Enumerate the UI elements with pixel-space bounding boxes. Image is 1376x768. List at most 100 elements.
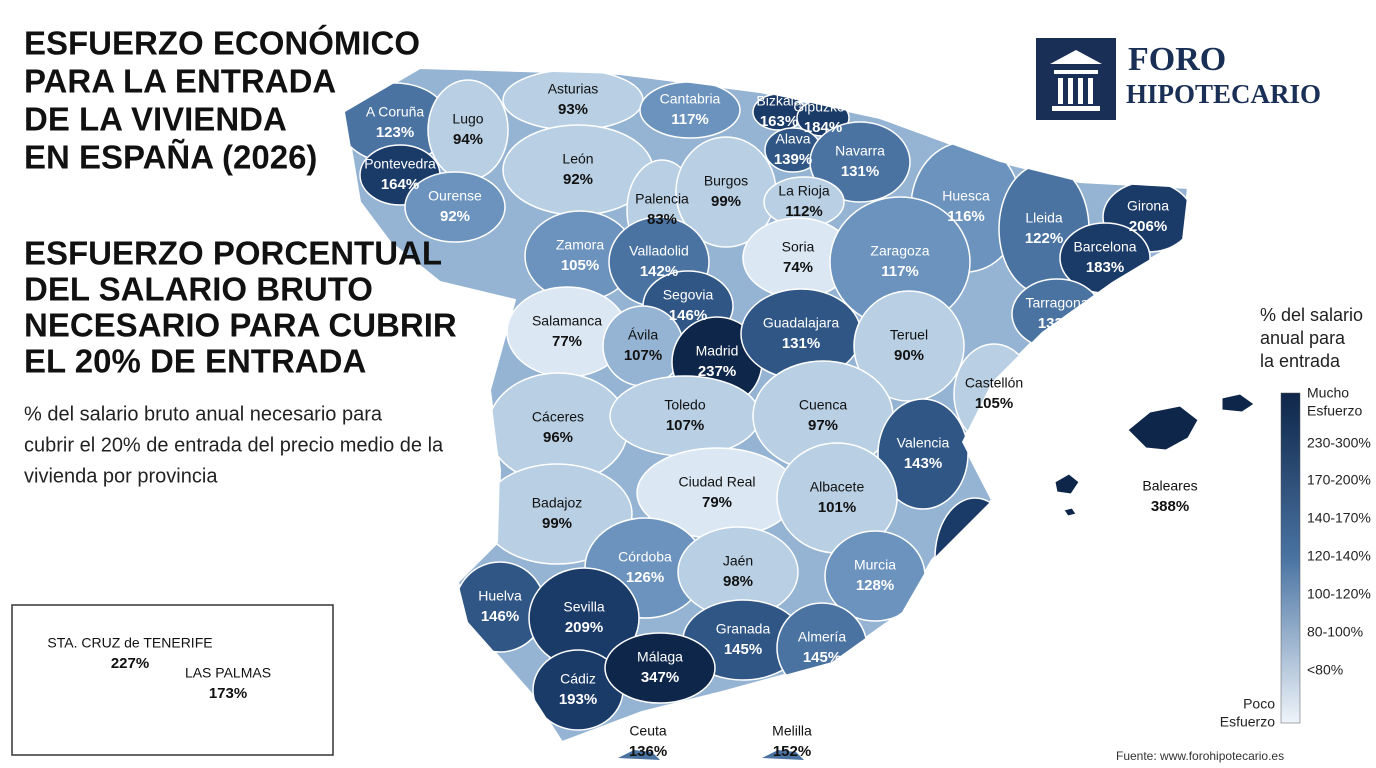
province-name: Ávila (628, 327, 659, 343)
legend-title: la entrada (1260, 351, 1341, 371)
legend-label: 80-100% (1307, 624, 1363, 640)
province-value: 97% (808, 417, 838, 434)
province-name: Córdoba (618, 549, 672, 565)
province-name: Girona (1127, 198, 1169, 214)
province-name: Asturias (548, 81, 599, 97)
province-value: 133% (1038, 315, 1076, 332)
title-line: EN ESPAÑA (2026) (24, 139, 317, 176)
province-value: 117% (881, 263, 919, 280)
province-name: Segovia (663, 287, 714, 303)
description-line: cubrir el 20% de entrada del precio medi… (24, 434, 444, 456)
province-name: Baleares (1142, 478, 1197, 494)
province-value: 112% (785, 203, 823, 220)
province-name: STA. CRUZ de TENERIFE (47, 635, 212, 651)
province-name: Tarragona (1025, 295, 1088, 311)
province-name: Badajoz (532, 495, 583, 511)
province-value: 123% (376, 124, 414, 141)
province-name: Jaén (723, 553, 753, 569)
province-shape (404, 171, 506, 243)
province-value: 93% (558, 101, 588, 118)
province-name: Cáceres (532, 409, 584, 425)
province-value: 107% (624, 347, 662, 364)
province-shape (1054, 393, 1255, 517)
province-name: Lugo (452, 111, 483, 127)
province-value: 116% (947, 208, 985, 225)
province-shape (618, 750, 660, 760)
province-value: 126% (626, 569, 664, 586)
province-name: Huesca (942, 188, 990, 204)
province-value: 94% (453, 131, 483, 148)
province-value: 131% (782, 335, 820, 352)
province-name: Granada (716, 621, 771, 637)
province-value: 92% (440, 208, 470, 225)
province-value: 145% (724, 641, 762, 658)
legend-label: 140-170% (1307, 510, 1371, 526)
province-name: Toledo (664, 397, 705, 413)
legend-label: 120-140% (1307, 548, 1371, 564)
province-name: Ceuta (629, 723, 667, 739)
title-line: PARA LA ENTRADA (24, 63, 336, 100)
province-name: Cádiz (560, 671, 596, 687)
province-value: 99% (711, 193, 741, 210)
province-value: 347% (641, 669, 679, 686)
province-name: Zamora (556, 237, 604, 253)
province-value: 98% (723, 573, 753, 590)
description-line: vivienda por provincia (24, 465, 218, 487)
province-name: Ourense (428, 188, 482, 204)
logo-text: FORO (1128, 41, 1226, 78)
province-value: 105% (561, 257, 599, 274)
province-value: 105% (975, 395, 1013, 412)
legend-label: 230-300% (1307, 435, 1371, 451)
province-value: 164% (381, 176, 419, 193)
canary-box (11, 604, 334, 756)
province-name: Alicante (950, 539, 1000, 555)
subtitle-line: NECESARIO PARA CUBRIR (24, 307, 457, 344)
legend-label: <80% (1307, 662, 1343, 678)
title-line: DE LA VIVIENDA (24, 101, 287, 138)
province-value: 107% (666, 417, 704, 434)
legend-label: Esfuerzo (1307, 403, 1362, 419)
province-name: Burgos (704, 173, 748, 189)
province-shape (762, 750, 804, 760)
legend-bar (1280, 392, 1301, 724)
province-name: Teruel (890, 327, 928, 343)
province-value: 128% (856, 577, 894, 594)
province-value: 90% (894, 347, 924, 364)
province-name: Almería (798, 629, 846, 645)
province-name: Murcia (854, 557, 896, 573)
province-name: Gipuzkoa (793, 99, 852, 115)
province-name: Ciudad Real (678, 474, 755, 490)
logo-columns (1050, 50, 1102, 111)
province-name: Navarra (835, 143, 885, 159)
province-shape (604, 632, 716, 704)
province-name: LAS PALMAS (185, 665, 271, 681)
province-value: 146% (481, 608, 519, 625)
province-value: 101% (818, 499, 856, 516)
province-name: Bizkaia (756, 93, 801, 109)
province-value: 131% (841, 163, 879, 180)
province-name: Albacete (810, 479, 865, 495)
source: Fuente: www.forohipotecario.es (1116, 749, 1284, 763)
province-value: 163% (760, 113, 798, 130)
province-shape (809, 121, 911, 203)
province-value: 83% (647, 211, 677, 228)
province-name: Barcelona (1073, 239, 1136, 255)
province-name: Soria (782, 239, 815, 255)
legend-label: Esfuerzo (1220, 714, 1275, 730)
legend-label: 100-120% (1307, 586, 1371, 602)
legend-label: Poco (1243, 696, 1275, 712)
province-value: 237% (698, 363, 736, 380)
subtitle-line: DEL SALARIO BRUTO (24, 271, 373, 308)
province-name: Cuenca (799, 397, 847, 413)
subtitle-line: ESFUERZO PORCENTUAL (24, 235, 442, 272)
province-value: 187% (956, 559, 994, 576)
province-value: 96% (543, 429, 573, 446)
province-name: Valencia (897, 435, 950, 451)
province-name: Sevilla (563, 599, 604, 615)
province-value: 227% (111, 655, 149, 672)
province-name: Zaragoza (870, 243, 929, 259)
province-name: Lleida (1025, 210, 1063, 226)
province-shape (877, 398, 969, 510)
province-value: 145% (803, 649, 841, 666)
